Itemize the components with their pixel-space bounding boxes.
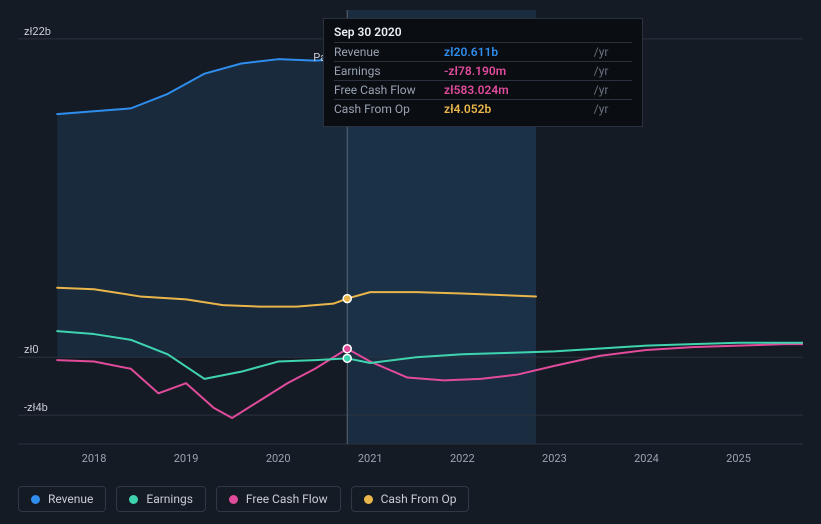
legend-item-earnings[interactable]: Earnings <box>116 486 206 512</box>
tooltip-row-unit: /yr <box>590 43 632 62</box>
svg-text:2025: 2025 <box>726 452 751 465</box>
tooltip-row-unit: /yr <box>590 100 632 119</box>
y-axis-label: zł22b <box>24 25 51 38</box>
tooltip-row-value: zł583.024m <box>444 81 590 100</box>
legend-dot-icon <box>31 495 40 504</box>
legend-dot-icon <box>229 495 238 504</box>
tooltip-row-value: -zł78.190m <box>444 62 590 81</box>
tooltip-row-unit: /yr <box>590 62 632 81</box>
legend-dot-icon <box>129 495 138 504</box>
legend-label: Free Cash Flow <box>246 492 328 506</box>
svg-text:2022: 2022 <box>450 452 475 465</box>
legend-label: Earnings <box>146 492 193 506</box>
svg-text:2020: 2020 <box>266 452 291 465</box>
legend-item-revenue[interactable]: Revenue <box>18 486 106 512</box>
svg-text:2019: 2019 <box>174 452 199 465</box>
legend-item-cash_from_op[interactable]: Cash From Op <box>351 486 470 512</box>
tooltip-row-value: zł20.611b <box>444 43 590 62</box>
tooltip-row-label: Earnings <box>334 62 444 81</box>
tooltip-row: Cash From Opzł4.052b/yr <box>334 100 632 119</box>
tooltip-row-label: Cash From Op <box>334 100 444 119</box>
tooltip-row-label: Revenue <box>334 43 444 62</box>
tooltip-row: Free Cash Flowzł583.024m/yr <box>334 81 632 100</box>
svg-text:2024: 2024 <box>634 452 659 465</box>
svg-text:2018: 2018 <box>82 452 107 465</box>
y-axis-label: zł0 <box>24 343 39 356</box>
legend-item-free_cash_flow[interactable]: Free Cash Flow <box>216 486 341 512</box>
legend: Revenue Earnings Free Cash Flow Cash From O… <box>18 486 469 512</box>
svg-text:2021: 2021 <box>358 452 383 465</box>
y-axis-label: -zł4b <box>24 401 48 414</box>
tooltip-row-unit: /yr <box>590 81 632 100</box>
tooltip-title: Sep 30 2020 <box>334 25 632 42</box>
tooltip-row: Earnings-zł78.190m/yr <box>334 62 632 81</box>
legend-dot-icon <box>364 495 373 504</box>
tooltip-row-value: zł4.052b <box>444 100 590 119</box>
tooltip: Sep 30 2020 Revenuezł20.611b/yrEarnings-… <box>323 18 643 127</box>
svg-text:2023: 2023 <box>542 452 567 465</box>
legend-label: Revenue <box>48 492 93 506</box>
tooltip-row: Revenuezł20.611b/yr <box>334 43 632 62</box>
tooltip-row-label: Free Cash Flow <box>334 81 444 100</box>
tooltip-table: Revenuezł20.611b/yrEarnings-zł78.190m/yr… <box>334 42 632 118</box>
legend-label: Cash From Op <box>381 492 457 506</box>
